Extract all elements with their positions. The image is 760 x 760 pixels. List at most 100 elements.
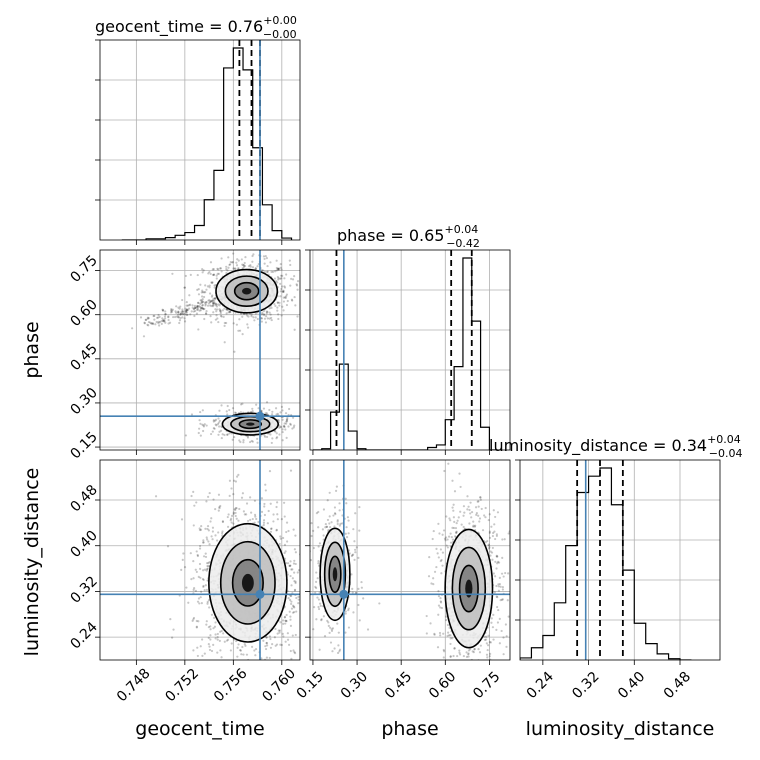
scatter-point bbox=[266, 264, 269, 268]
scatter-point bbox=[325, 525, 329, 529]
scatter-point bbox=[274, 644, 277, 647]
scatter-point bbox=[347, 519, 350, 522]
scatter-point bbox=[212, 498, 215, 501]
scatter-point bbox=[329, 641, 333, 644]
scatter-point bbox=[279, 290, 282, 293]
scatter-point bbox=[195, 501, 198, 504]
scatter-point bbox=[181, 310, 185, 313]
scatter-point bbox=[221, 520, 225, 524]
scatter-point bbox=[459, 485, 462, 489]
scatter-point bbox=[378, 602, 381, 605]
scatter-point bbox=[455, 530, 458, 533]
scatter-point bbox=[200, 301, 203, 304]
scatter-point bbox=[462, 505, 466, 508]
scatter-point bbox=[439, 601, 443, 604]
scatter-point bbox=[147, 317, 150, 320]
scatter-point bbox=[214, 534, 217, 537]
scatter-point bbox=[286, 299, 289, 303]
scatter-point bbox=[460, 523, 463, 526]
scatter-point bbox=[274, 304, 277, 308]
scatter-point bbox=[209, 315, 212, 318]
scatter-point bbox=[192, 307, 195, 311]
scatter-point bbox=[325, 525, 328, 528]
scatter-point bbox=[207, 561, 210, 565]
scatter-point bbox=[265, 435, 269, 439]
scatter-point bbox=[206, 662, 208, 664]
scatter-point bbox=[213, 625, 217, 628]
scatter-point bbox=[284, 296, 287, 299]
scatter-point bbox=[303, 431, 305, 433]
scatter-point bbox=[246, 326, 250, 329]
scatter-point bbox=[160, 320, 163, 323]
scatter-point bbox=[276, 301, 279, 304]
scatter-point bbox=[499, 585, 502, 588]
scatter-point bbox=[232, 252, 235, 255]
scatter-point bbox=[186, 313, 189, 317]
ytick-label-0.15: 0.15 bbox=[68, 429, 101, 462]
scatter-point bbox=[345, 536, 349, 539]
scatter-point bbox=[250, 439, 253, 443]
scatter-point bbox=[234, 514, 237, 518]
scatter-point bbox=[217, 433, 220, 436]
scatter-point bbox=[198, 602, 201, 605]
scatter-point bbox=[327, 624, 330, 628]
scatter-point bbox=[285, 620, 288, 623]
scatter-point bbox=[487, 644, 490, 647]
scatter-point bbox=[190, 413, 194, 416]
scatter-point bbox=[233, 350, 236, 353]
scatter-point bbox=[161, 317, 164, 320]
scatter-point bbox=[282, 635, 285, 638]
scatter-point bbox=[290, 600, 293, 603]
scatter-point bbox=[214, 621, 217, 624]
panel-frame bbox=[99, 249, 301, 451]
scatter-point bbox=[209, 261, 213, 264]
scatter-point bbox=[477, 648, 480, 651]
scatter-point bbox=[282, 424, 286, 427]
scatter-point bbox=[328, 522, 331, 525]
scatter-point bbox=[228, 494, 231, 497]
scatter-point bbox=[461, 686, 463, 688]
scatter-point bbox=[213, 284, 216, 287]
scatter-point bbox=[315, 571, 318, 574]
scatter-point bbox=[456, 519, 459, 522]
scatter-point bbox=[455, 531, 458, 534]
scatter-point bbox=[346, 516, 350, 519]
scatter-point bbox=[270, 306, 273, 310]
scatter-point bbox=[212, 419, 215, 422]
scatter-point bbox=[211, 300, 214, 303]
scatter-point bbox=[313, 606, 316, 609]
scatter-point bbox=[157, 313, 160, 317]
scatter-point bbox=[262, 309, 265, 313]
scatter-point bbox=[437, 590, 440, 593]
scatter-point bbox=[263, 262, 266, 265]
scatter-point bbox=[449, 634, 452, 637]
scatter-point bbox=[283, 543, 287, 546]
scatter-point bbox=[440, 606, 444, 610]
scatter-point bbox=[196, 553, 199, 557]
scatter-point bbox=[500, 598, 504, 601]
xtick-label-0.32: 0.32 bbox=[569, 669, 602, 702]
scatter-point bbox=[237, 473, 240, 476]
scatter-point bbox=[295, 610, 298, 613]
scatter-point bbox=[215, 305, 219, 308]
scatter-point bbox=[505, 635, 508, 638]
scatter-point bbox=[488, 641, 491, 644]
scatter-point bbox=[444, 539, 447, 542]
scatter-point bbox=[234, 267, 237, 270]
scatter-point bbox=[213, 297, 217, 300]
scatter-point bbox=[234, 480, 238, 483]
scatter-point bbox=[456, 654, 459, 658]
scatter-point bbox=[473, 648, 476, 651]
scatter-point bbox=[339, 522, 342, 525]
scatter-point bbox=[250, 313, 253, 316]
scatter-point bbox=[290, 298, 294, 301]
scatter-point bbox=[280, 287, 283, 291]
scatter-point bbox=[283, 285, 286, 288]
scatter-point bbox=[201, 541, 205, 544]
scatter-point bbox=[201, 298, 204, 301]
scatter-point bbox=[277, 278, 280, 281]
scatter-point bbox=[324, 671, 326, 673]
scatter-point bbox=[151, 322, 154, 325]
scatter-point bbox=[333, 506, 337, 509]
scatter-point bbox=[228, 311, 231, 314]
